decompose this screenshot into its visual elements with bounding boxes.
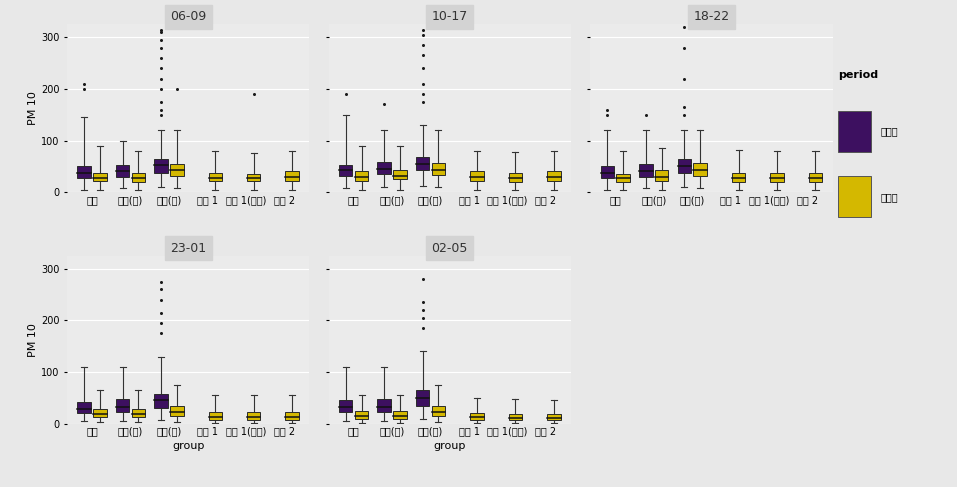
Bar [547, 414, 561, 420]
Bar [355, 171, 368, 181]
Bar [470, 171, 483, 181]
Bar [209, 412, 222, 420]
Bar [601, 167, 614, 178]
Bar [154, 159, 167, 172]
Bar [93, 172, 106, 181]
Bar [416, 157, 430, 170]
Title: 02-05: 02-05 [432, 242, 468, 255]
Y-axis label: PM 10: PM 10 [28, 91, 38, 125]
Bar [432, 163, 445, 175]
Bar [508, 414, 523, 420]
Bar [285, 412, 299, 420]
Bar [170, 406, 184, 416]
Bar [247, 173, 260, 181]
Bar [655, 170, 668, 181]
Bar [285, 171, 299, 181]
Text: period: period [838, 70, 879, 80]
Bar [247, 412, 260, 420]
Bar [377, 399, 391, 412]
Bar [809, 173, 822, 182]
Title: 23-01: 23-01 [170, 242, 206, 255]
Title: 06-09: 06-09 [170, 10, 207, 23]
Bar [432, 406, 445, 416]
Bar [154, 394, 167, 408]
X-axis label: group: group [434, 441, 466, 450]
Bar [678, 159, 691, 172]
Bar [78, 167, 91, 178]
Bar [616, 173, 630, 182]
Title: 18-22: 18-22 [694, 10, 729, 23]
Bar [116, 165, 129, 177]
Bar [393, 411, 407, 418]
Bar [393, 170, 407, 179]
Bar [93, 409, 106, 417]
Title: 10-17: 10-17 [432, 10, 468, 23]
Bar [416, 390, 430, 406]
Bar [732, 172, 746, 182]
Text: 설치전: 설치전 [880, 126, 898, 136]
Bar [116, 399, 129, 412]
Y-axis label: PM 10: PM 10 [28, 323, 38, 357]
Bar [78, 402, 91, 413]
Bar [209, 172, 222, 181]
Bar [838, 176, 872, 217]
Text: 설치후: 설치후 [880, 192, 898, 202]
Bar [770, 173, 784, 182]
Bar [508, 172, 523, 182]
Bar [170, 164, 184, 176]
Bar [470, 413, 483, 420]
Bar [838, 111, 872, 151]
Bar [339, 400, 352, 412]
X-axis label: group: group [172, 441, 204, 450]
Bar [639, 164, 653, 177]
Bar [339, 165, 352, 176]
Bar [132, 172, 145, 182]
Bar [132, 409, 145, 417]
Bar [377, 162, 391, 174]
Bar [694, 163, 707, 176]
Bar [547, 171, 561, 181]
Bar [355, 411, 368, 418]
